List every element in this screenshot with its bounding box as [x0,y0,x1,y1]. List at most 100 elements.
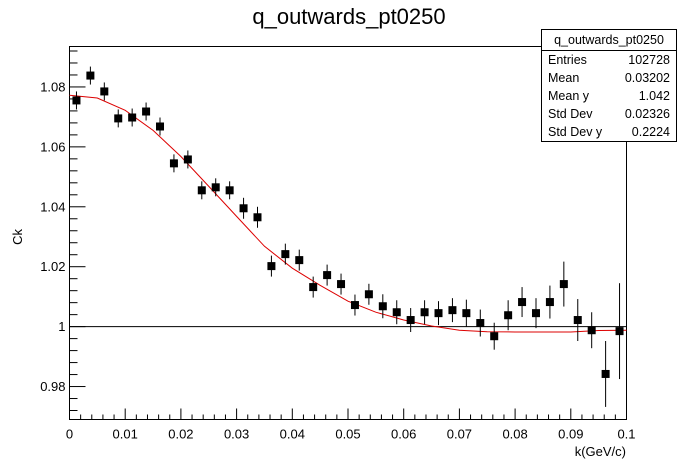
stats-label: Mean y [548,89,589,103]
point-marker [615,327,624,336]
data-point [392,300,401,325]
data-point [490,322,499,350]
x-tick-label: 0.08 [502,427,527,442]
x-tick-label: 0.07 [447,427,472,442]
x-tick-label: 0.02 [168,427,193,442]
stats-value: 1.042 [638,89,670,103]
point-marker [490,332,499,341]
data-point [267,255,276,277]
data-point [434,301,443,326]
fit-curve [69,94,627,333]
point-marker [86,71,95,80]
point-marker [545,298,554,307]
x-tick-label: 0.03 [224,427,249,442]
point-marker [434,309,443,318]
point-marker [183,155,192,164]
point-marker [462,309,471,318]
stats-value: 0.2224 [631,125,670,139]
point-marker [476,319,485,328]
y-tick-label: 1.06 [40,139,65,154]
point-marker [156,122,165,131]
stats-row-entries: Entries 102728 [542,51,676,69]
point-marker [253,213,262,222]
point-marker [573,316,582,325]
point-marker [114,114,123,123]
data-point [420,300,429,325]
point-marker [448,306,457,315]
data-point [281,243,290,265]
data-point [211,178,220,197]
x-tick-label: 0 [66,427,73,442]
data-point [448,298,457,323]
data-point [476,309,485,337]
point-marker [128,113,137,122]
stats-value: 0.02326 [624,107,670,121]
data-point [601,341,610,407]
data-point [128,108,137,127]
data-point [309,276,318,298]
data-point [156,117,165,136]
point-marker [531,309,540,318]
data-point [239,197,248,219]
x-tick-label: 0.06 [391,427,416,442]
data-point [573,299,582,342]
data-point [295,249,304,271]
y-axis-label: Ck [10,229,25,245]
data-point [114,109,123,128]
point-marker [142,107,151,116]
stats-row-mean-y: Mean y 1.042 [542,87,676,105]
x-tick-label: 0.01 [113,427,138,442]
y-tick-label: 1.02 [40,259,65,274]
data-point [323,264,332,286]
stats-row-std-dev-y: Std Dev y 0.2224 [542,123,676,141]
data-point [615,283,624,380]
y-tick-label: 1.08 [40,79,65,94]
x-axis: 0 0.01 0.02 0.03 0.04 0.05 0.06 0.07 0.08 0.09 0.1 [66,408,636,442]
stats-title: q_outwards_pt0250 [542,30,676,51]
data-point [72,91,81,110]
data-point [406,308,415,333]
data-points [72,66,624,407]
stats-row-std-dev: Std Dev 0.02326 [542,105,676,123]
y-tick-label: 1.04 [40,199,65,214]
point-marker [211,183,220,192]
point-marker [337,280,346,289]
point-marker [197,186,206,195]
x-tick-label: 0.04 [280,427,305,442]
y-tick-label: 1 [58,319,65,334]
point-marker [169,159,178,168]
stats-row-mean: Mean 0.03202 [542,69,676,87]
point-marker [350,301,359,310]
stats-box: q_outwards_pt0250 Entries 102728 Mean 0.… [541,29,677,142]
data-point [518,287,527,318]
data-point [545,285,554,319]
x-axis-label: k(GeV/c) [575,444,626,459]
data-point [462,299,471,327]
stats-label: Std Dev [548,107,593,121]
x-tick-label: 0.05 [335,427,360,442]
point-marker [587,326,596,335]
y-tick-label: 0.98 [40,379,65,394]
point-marker [267,262,276,271]
point-marker [309,283,318,292]
data-point [197,181,206,200]
y-axis: 0.98 1 1.02 1.04 1.06 1.08 [40,50,86,412]
stats-label: Std Dev y [548,125,603,139]
data-point [531,298,540,329]
x-tick-label: 0.1 [617,427,635,442]
stats-label: Mean [548,71,580,85]
point-marker [601,369,610,378]
data-point [169,154,178,173]
data-point [183,150,192,169]
point-marker [378,302,387,311]
point-marker [420,308,429,317]
point-marker [518,298,527,307]
point-marker [364,290,373,299]
data-point [378,294,387,319]
point-marker [392,308,401,317]
x-tick-label: 0.09 [558,427,583,442]
point-marker [225,186,234,195]
data-point [350,294,359,316]
point-marker [504,311,513,320]
data-point [587,312,596,349]
